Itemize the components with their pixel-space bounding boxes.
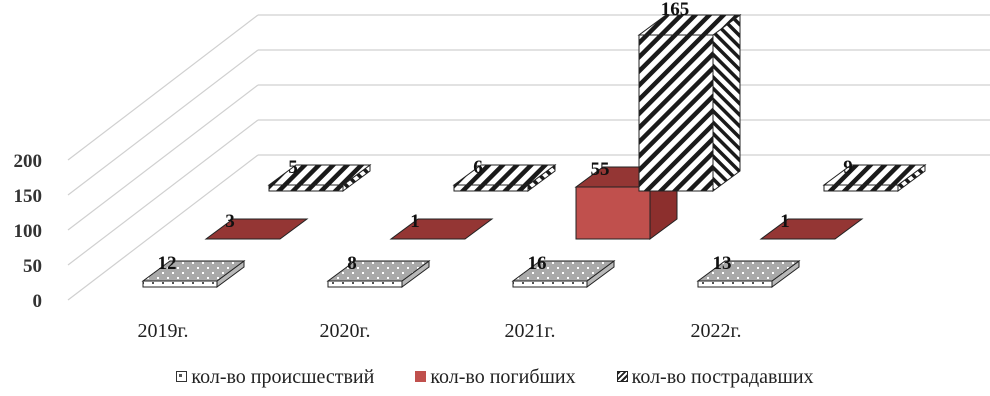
gridline-side	[67, 49, 259, 196]
legend: кол-во происшествий кол-во погибших кол-…	[0, 366, 990, 389]
x-tick-label: 2020г.	[320, 320, 371, 342]
data-label: 3	[225, 211, 235, 232]
bar-front	[697, 280, 773, 288]
bar-top	[204, 218, 309, 240]
chart-3d-bar: 0 50 100 150 200 2019г. 2020г. 2021г. 2022г. 12 8 1…	[14, 0, 990, 342]
y-tick-label: 150	[14, 186, 43, 207]
x-tick-label: 2022г.	[691, 320, 742, 342]
bar-top	[326, 260, 431, 282]
bar-top	[389, 218, 494, 240]
y-tick-label: 0	[33, 291, 43, 312]
data-label: 12	[158, 253, 177, 274]
bar-front	[823, 184, 899, 192]
bar-side	[712, 14, 741, 192]
legend-swatch-dotted-icon	[176, 371, 188, 382]
bar-top	[696, 260, 801, 282]
x-tick-label: 2021г.	[505, 320, 556, 342]
data-label: 1	[780, 211, 790, 232]
legend-swatch-striped-icon	[616, 371, 628, 382]
bar-front	[268, 184, 344, 192]
bar-front	[575, 186, 651, 240]
y-tick-label: 200	[14, 151, 43, 172]
legend-swatch-red-icon	[415, 371, 427, 382]
bar-top	[822, 164, 927, 186]
bar-top	[267, 164, 372, 186]
bar-top	[637, 14, 742, 36]
legend-label-accidents: кол-во происшествий	[191, 366, 375, 388]
legend-item-accidents: кол-во происшествий	[176, 366, 374, 389]
data-label: 16	[528, 253, 547, 274]
data-label: 165	[661, 0, 690, 20]
bar-front	[327, 280, 403, 288]
data-label: 6	[473, 157, 483, 178]
legend-label-injured: кол-во пострадавших	[631, 366, 814, 388]
data-label: 55	[591, 159, 610, 180]
gridline-side	[67, 119, 259, 266]
gridline-side	[67, 84, 259, 231]
data-label: 9	[843, 157, 853, 178]
bar-top	[141, 260, 246, 282]
bar-front	[142, 280, 218, 288]
bar-front	[638, 34, 714, 192]
legend-item-injured: кол-во пострадавших	[616, 366, 814, 389]
legend-item-deaths: кол-во погибших	[415, 366, 576, 389]
y-tick-label: 50	[23, 256, 42, 277]
x-tick-label: 2019г.	[138, 320, 189, 342]
data-label: 1	[410, 211, 420, 232]
bar-top	[511, 260, 616, 282]
gridline-side	[67, 154, 259, 301]
bar-top	[452, 164, 557, 186]
legend-label-deaths: кол-во погибших	[430, 366, 576, 388]
bar-top	[759, 218, 864, 240]
y-tick-label: 100	[14, 221, 43, 242]
data-label: 8	[347, 253, 357, 274]
bar-front	[512, 280, 588, 288]
data-label: 5	[288, 157, 298, 178]
gridline-side	[67, 14, 259, 161]
bar-front	[453, 184, 529, 192]
data-label: 13	[713, 253, 732, 274]
